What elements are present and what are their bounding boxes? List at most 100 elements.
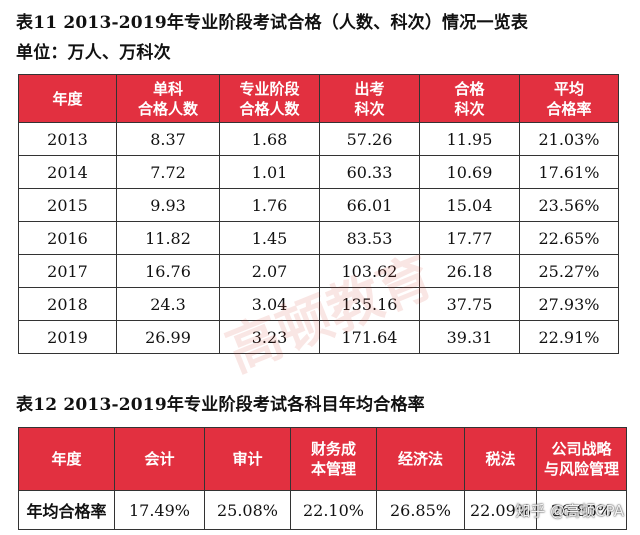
table-cell: 8.37 bbox=[116, 122, 220, 156]
year-cell: 2016 bbox=[18, 221, 117, 255]
table-cell: 1.01 bbox=[219, 155, 320, 189]
table-row: 2019 26.99 3.23 171.64 39.31 22.91% bbox=[18, 320, 619, 354]
table11-header-text: 出考 bbox=[354, 79, 385, 98]
year-cell: 2017 bbox=[18, 254, 117, 288]
table-cell: 22.91% bbox=[519, 320, 619, 354]
table-cell: 11.95 bbox=[419, 122, 520, 156]
table12-header-cell: 税法 bbox=[464, 427, 537, 491]
table11-header-cell: 年度 bbox=[18, 74, 117, 123]
table11-header-text: 合格人数 bbox=[239, 99, 300, 118]
table-cell: 66.01 bbox=[319, 188, 420, 222]
table-cell: 3.04 bbox=[219, 287, 320, 321]
table-row: 2015 9.93 1.76 66.01 15.04 23.56% bbox=[18, 188, 619, 222]
table12-header-text: 与风险管理 bbox=[543, 460, 619, 478]
table-cell: 60.33 bbox=[319, 155, 420, 189]
table11-header-text: 专业阶段 bbox=[239, 79, 300, 98]
table-row: 2017 16.76 2.07 103.62 26.18 25.27% bbox=[18, 254, 619, 288]
year-cell: 2018 bbox=[18, 287, 117, 321]
table12-header-cell: 经济法 bbox=[376, 427, 465, 491]
table11: 年度 单科 合格人数 专业阶段 合格人数 出考 科次 合格 科次 平均 合格率 2013 8.37 1.… bbox=[18, 74, 619, 354]
table12-header-text: 税法 bbox=[485, 450, 516, 468]
table-cell: 17.77 bbox=[419, 221, 520, 255]
table-cell: 24.3 bbox=[116, 287, 220, 321]
zhihu-watermark: 知乎 @高顿CPA bbox=[515, 502, 624, 520]
table12-header-text: 公司战略 bbox=[551, 440, 612, 458]
table-cell: 39.31 bbox=[419, 320, 520, 354]
table-cell: 22.09% bbox=[464, 490, 537, 530]
year-cell: 2014 bbox=[18, 155, 117, 189]
table11-title: 表11 2013-2019年专业阶段考试合格（人数、科次）情况一览表 bbox=[16, 13, 529, 33]
table11-body: 2013 8.37 1.68 57.26 11.95 21.03% 2014 7.72 1.01… bbox=[18, 122, 619, 354]
table11-header-text: 单科 bbox=[152, 79, 183, 98]
table12-header-text: 本管理 bbox=[310, 460, 356, 478]
row-label-cell: 年均合格率 bbox=[18, 490, 115, 530]
table-cell: 25.27% bbox=[519, 254, 619, 288]
table-cell: 171.64 bbox=[319, 320, 420, 354]
table11-header-text: 合格率 bbox=[546, 99, 592, 118]
year-cell: 2015 bbox=[18, 188, 117, 222]
table11-header-text: 平均 bbox=[553, 79, 584, 98]
table-cell: 15.04 bbox=[419, 188, 520, 222]
table-cell: 37.75 bbox=[419, 287, 520, 321]
table-cell: 83.53 bbox=[319, 221, 420, 255]
table-cell: 26.99 bbox=[116, 320, 220, 354]
table11-header-text: 合格人数 bbox=[137, 99, 198, 118]
table-cell: 57.26 bbox=[319, 122, 420, 156]
table-cell: 17.61% bbox=[519, 155, 619, 189]
table12-header-text: 会计 bbox=[144, 450, 175, 468]
table-cell: 17.49% bbox=[114, 490, 205, 530]
table-cell: 9.93 bbox=[116, 188, 220, 222]
table-cell: 135.16 bbox=[319, 287, 420, 321]
table11-header-cell: 平均 合格率 bbox=[519, 74, 619, 123]
table-cell: 1.76 bbox=[219, 188, 320, 222]
table-cell: 10.69 bbox=[419, 155, 520, 189]
table-cell: 1.45 bbox=[219, 221, 320, 255]
table12-header-text: 年度 bbox=[51, 450, 82, 468]
table-cell: 2.07 bbox=[219, 254, 320, 288]
table12-header-cell: 公司战略 与风险管理 bbox=[536, 427, 627, 491]
table12-header-cell: 审计 bbox=[204, 427, 291, 491]
table-row: 2013 8.37 1.68 57.26 11.95 21.03% bbox=[18, 122, 619, 156]
table11-header-text: 合格 bbox=[454, 79, 485, 98]
table-cell: 21.03% bbox=[519, 122, 619, 156]
table11-header-cell: 专业阶段 合格人数 bbox=[219, 74, 320, 123]
table-cell: 26.85% bbox=[376, 490, 465, 530]
table11-header-cell: 出考 科次 bbox=[319, 74, 420, 123]
table-cell: 3.23 bbox=[219, 320, 320, 354]
table11-header-cell: 合格 科次 bbox=[419, 74, 520, 123]
table12-header-cell: 年度 bbox=[18, 427, 115, 491]
table12-title: 表12 2013-2019年专业阶段考试各科目年均合格率 bbox=[16, 395, 425, 415]
table-cell: 26.83% bbox=[536, 490, 627, 530]
table12-header-cell: 财务成 本管理 bbox=[290, 427, 377, 491]
table-row: 2018 24.3 3.04 135.16 37.75 27.93% bbox=[18, 287, 619, 321]
table12-header-row: 年度 会计 审计 财务成本管理 经济法 税法 公司战略与风险管理 bbox=[18, 427, 627, 491]
table-cell: 23.56% bbox=[519, 188, 619, 222]
table11-header-text: 年度 bbox=[52, 89, 83, 108]
table-cell: 27.93% bbox=[519, 287, 619, 321]
table12-header-text: 财务成 bbox=[310, 440, 356, 458]
table-row: 2016 11.82 1.45 83.53 17.77 22.65% bbox=[18, 221, 619, 255]
table-row: 年均合格率 17.49% 25.08% 22.10% 26.85% 22.09% 26.83… bbox=[18, 490, 627, 530]
table-cell: 25.08% bbox=[204, 490, 291, 530]
table11-header-cell: 单科 合格人数 bbox=[116, 74, 220, 123]
table-cell: 22.10% bbox=[290, 490, 377, 530]
table-cell: 16.76 bbox=[116, 254, 220, 288]
table12: 年度 会计 审计 财务成本管理 经济法 税法 公司战略与风险管理 年均合格率 17.49% 25… bbox=[18, 427, 627, 530]
table-cell: 22.65% bbox=[519, 221, 619, 255]
table12-header-cell: 会计 bbox=[114, 427, 205, 491]
table11-header-text: 科次 bbox=[354, 99, 385, 118]
year-cell: 2013 bbox=[18, 122, 117, 156]
table12-header-text: 经济法 bbox=[397, 450, 443, 468]
table-cell: 1.68 bbox=[219, 122, 320, 156]
table-cell: 103.62 bbox=[319, 254, 420, 288]
table12-body: 年均合格率 17.49% 25.08% 22.10% 26.85% 22.09% 26.83… bbox=[18, 490, 627, 530]
table11-header-row: 年度 单科 合格人数 专业阶段 合格人数 出考 科次 合格 科次 平均 合格率 bbox=[18, 74, 619, 123]
table12-header-text: 审计 bbox=[232, 450, 263, 468]
table11-unit: 单位：万人、万科次 bbox=[16, 43, 171, 63]
table-cell: 11.82 bbox=[116, 221, 220, 255]
table-cell: 26.18 bbox=[419, 254, 520, 288]
table-row: 2014 7.72 1.01 60.33 10.69 17.61% bbox=[18, 155, 619, 189]
table11-header-text: 科次 bbox=[454, 99, 485, 118]
table-cell: 7.72 bbox=[116, 155, 220, 189]
year-cell: 2019 bbox=[18, 320, 117, 354]
